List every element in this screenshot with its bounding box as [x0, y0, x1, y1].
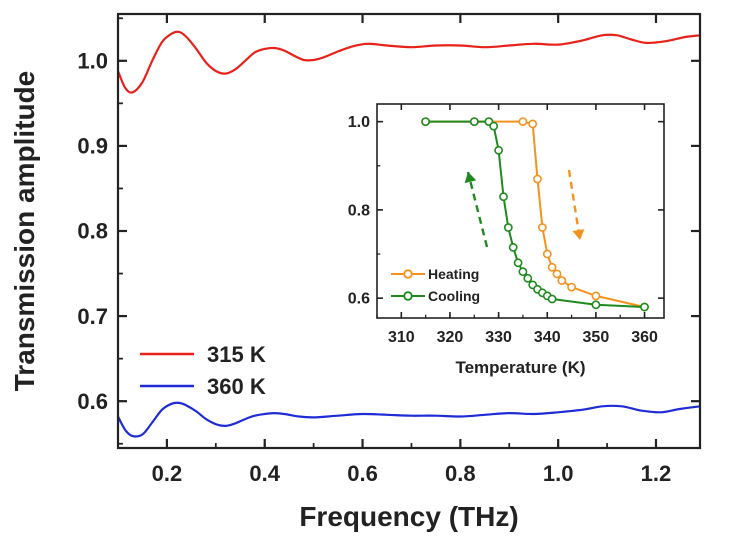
inset-plot: 310 320 330 340 350 360 0.6 0.8 1.0 Temperature (…: [348, 103, 665, 377]
data-point-cooling-10: [523, 273, 533, 283]
legend-label: Heating: [428, 266, 479, 282]
data-point-heating-8: [547, 262, 557, 272]
x-tick-label: 0.4: [249, 461, 280, 486]
series-line-360-k: [117, 401, 701, 438]
legend-marker: [403, 291, 413, 301]
cooling-arrow: [464, 171, 489, 248]
legend-marker: [403, 269, 413, 279]
x-axis-label: Temperature (K): [455, 358, 585, 377]
arrow-head: [572, 229, 585, 240]
data-point-heating-7: [542, 249, 552, 259]
legend-label: 315 K: [207, 342, 266, 367]
data-point-cooling-5: [499, 192, 508, 202]
y-tick-label: 1.0: [348, 114, 370, 131]
y-tick-label: 1.0: [77, 49, 108, 74]
x-tick-label: 310: [388, 329, 415, 346]
x-axis-label: Frequency (THz): [299, 501, 518, 532]
data-point-heating-6: [538, 223, 547, 232]
x-tick-label: 330: [485, 329, 512, 346]
y-tick-label: 0.8: [77, 219, 108, 244]
y-tick-label: 0.8: [348, 202, 370, 219]
x-tick-label: 320: [437, 329, 464, 346]
data-point-cooling-16: [591, 300, 601, 310]
arrow-shaft: [466, 171, 489, 248]
main-legend: 315 K 360 K: [140, 342, 266, 399]
data-point-cooling-9: [518, 267, 528, 277]
data-point-heating-9: [552, 269, 562, 279]
arrow-shaft: [567, 169, 582, 241]
x-tick-label: 0.6: [347, 461, 378, 486]
heating-arrow: [567, 169, 585, 241]
data-point-heating-4: [528, 119, 538, 129]
data-point-cooling-1: [469, 117, 479, 126]
series-line-315-k: [116, 30, 701, 94]
x-tick-label: 350: [583, 329, 610, 346]
x-tick-label: 0.8: [445, 461, 476, 486]
x-tick-label: 1.0: [543, 461, 574, 486]
legend-label: Cooling: [428, 288, 480, 304]
data-point-cooling-0: [421, 117, 430, 126]
data-point-cooling-7: [508, 242, 518, 252]
data-point-cooling-15: [547, 294, 557, 304]
data-point-cooling-4: [494, 145, 503, 155]
x-tick-label: 0.2: [152, 461, 183, 486]
main-plot: 0.2 0.4 0.6 0.8 1.0 1.2 0.6 0.7 0.8 0.9 1.0 Frequen…: [9, 12, 702, 532]
data-point-cooling-17: [640, 302, 649, 312]
data-point-heating-5: [533, 174, 542, 184]
x-tick-label: 360: [631, 329, 658, 346]
y-tick-label: 0.9: [77, 134, 108, 159]
legend-label: 360 K: [207, 374, 266, 399]
y-tick-label: 0.7: [77, 304, 108, 329]
data-point-heating-3: [518, 117, 528, 126]
plot-frame: [376, 103, 665, 319]
y-axis-label: Transmission amplitude: [9, 71, 40, 392]
data-point-cooling-8: [513, 258, 523, 268]
y-tick-label: 0.6: [348, 291, 370, 308]
plot-frame: [116, 12, 702, 450]
data-point-heating-12: [591, 291, 601, 301]
data-point-cooling-3: [489, 121, 499, 131]
data-point-heating-11: [567, 282, 576, 292]
x-tick-label: 340: [534, 329, 561, 346]
data-point-cooling-6: [503, 223, 513, 232]
arrow-head: [464, 172, 477, 184]
x-tick-label: 1.2: [641, 461, 672, 486]
inset-legend: Heating Cooling: [391, 266, 480, 304]
data-point-heating-10: [557, 276, 567, 285]
y-tick-label: 0.6: [77, 389, 108, 414]
